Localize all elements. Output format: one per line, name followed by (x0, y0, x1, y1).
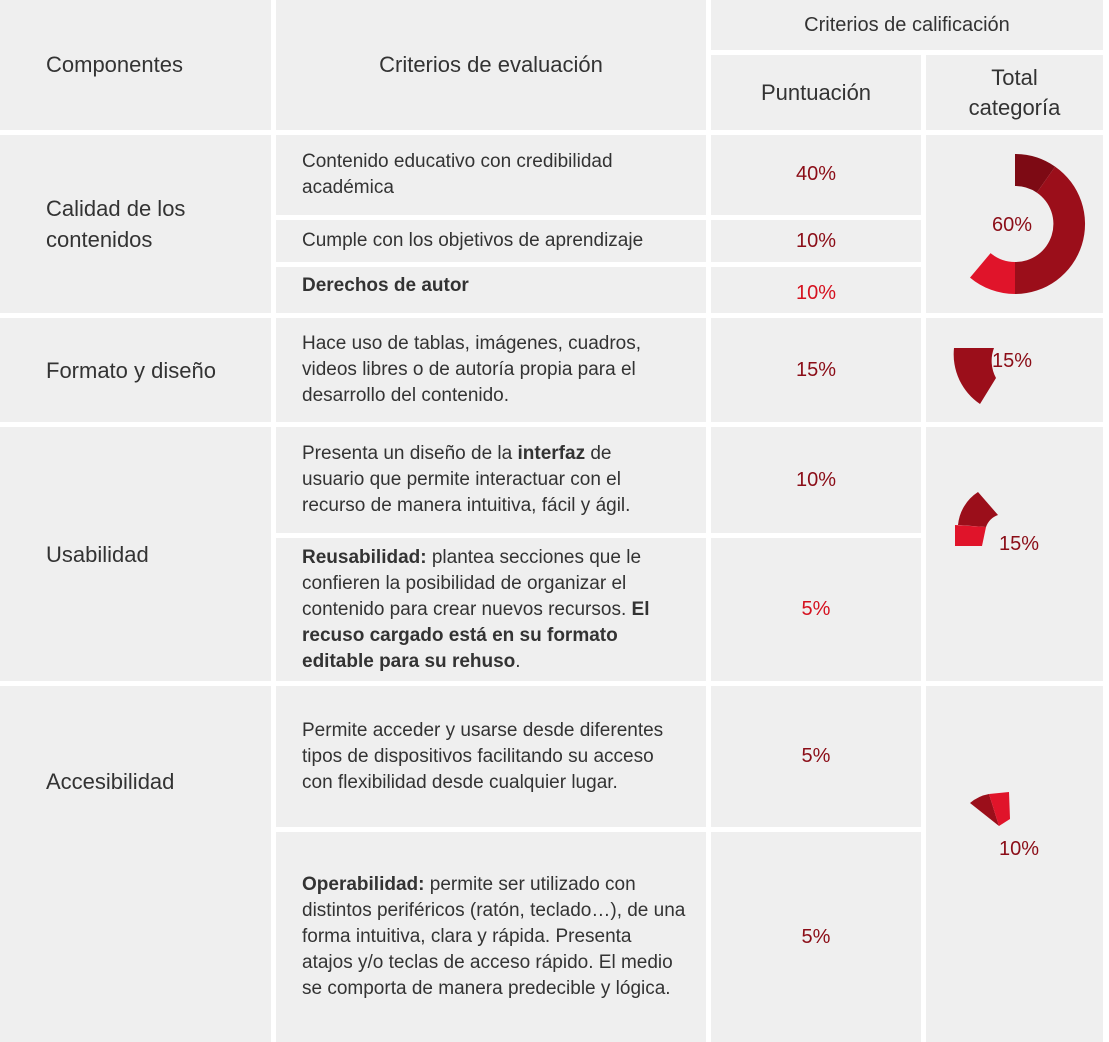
header-componentes: Componentes (46, 52, 183, 77)
header-criterios-evaluacion: Criterios de evaluación (379, 52, 603, 77)
arc-formato-seg (953, 348, 996, 404)
criterion-derechos: Derechos de autor (276, 267, 706, 313)
total-usabilidad-cell: 15% (926, 427, 1103, 681)
score-objetivos: 10% (711, 220, 921, 262)
component-usabilidad: Usabilidad (0, 427, 271, 681)
arc-formato (953, 348, 996, 404)
score-dispositivos: 5% (711, 686, 921, 827)
score-derechos: 10% (711, 267, 921, 313)
total-calidad-cell: 60% (926, 135, 1103, 313)
header-total-cell: Total categoría (926, 55, 1103, 130)
arc-usabilidad-seg-dark (958, 492, 998, 527)
criterion-operabilidad: Operabilidad: permite ser utilizado con … (276, 832, 706, 1042)
header-puntuacion: Puntuación (760, 79, 872, 105)
total-usabilidad: 15% (999, 533, 1040, 555)
donut-calidad-seg-mid (1015, 166, 1086, 294)
total-accesibilidad: 10% (999, 838, 1040, 860)
component-formato: Formato y diseño (0, 318, 271, 422)
header-total-line1: Total (991, 64, 1038, 90)
header-puntuacion-cell: Puntuación (711, 55, 921, 130)
total-formato: 15% (992, 350, 1033, 372)
score-credibilidad: 40% (711, 135, 921, 215)
donut-calidad-seg-bright (970, 253, 1015, 294)
criterion-reusabilidad: Reusabilidad: plantea secciones que le c… (276, 538, 706, 681)
criterion-dispositivos: Permite acceder y usarse desde diferente… (276, 686, 706, 827)
criterion-objetivos: Cumple con los objetivos de aprendizaje (276, 220, 706, 262)
component-calidad-line1: Calidad de los (46, 196, 186, 221)
score-reusabilidad: 5% (711, 538, 921, 681)
header-criterios-calificacion: Criterios de calificación (804, 13, 1010, 36)
arc-accesibilidad (970, 792, 1010, 826)
arc-accesibilidad-seg-dark (970, 794, 999, 826)
component-calidad-line2: contenidos (46, 227, 153, 252)
score-tablas: 15% (711, 318, 921, 422)
component-calidad: Calidad de los contenidos (0, 135, 271, 313)
score-interfaz: 10% (711, 427, 921, 533)
criterion-interfaz: Presenta un diseño de la interfaz de usu… (276, 427, 706, 533)
arc-usabilidad-seg-bright (955, 525, 986, 546)
criterion-credibilidad: Contenido educativo con credibilidad aca… (276, 135, 706, 215)
donut-calidad-seg-dark (1015, 154, 1056, 193)
header-total-line2: categoría (968, 94, 1061, 120)
header-componentes-cell: Componentes (0, 0, 271, 130)
total-formato-cell: 15% (926, 318, 1103, 422)
header-criterios-evaluacion-cell: Criterios de evaluación (276, 0, 706, 130)
component-accesibilidad: Accesibilidad (0, 686, 271, 1042)
donut-calidad (970, 154, 1086, 294)
arc-accesibilidad-seg-bright (989, 792, 1010, 826)
total-accesibilidad-cell: 10% (926, 686, 1103, 1042)
score-operabilidad: 5% (711, 832, 921, 1042)
arc-usabilidad (955, 492, 998, 546)
header-criterios-calificacion-cell: Criterios de calificación (711, 0, 1103, 50)
total-calidad: 60% (992, 214, 1033, 236)
criterion-tablas: Hace uso de tablas, imágenes, cuadros, v… (276, 318, 706, 422)
